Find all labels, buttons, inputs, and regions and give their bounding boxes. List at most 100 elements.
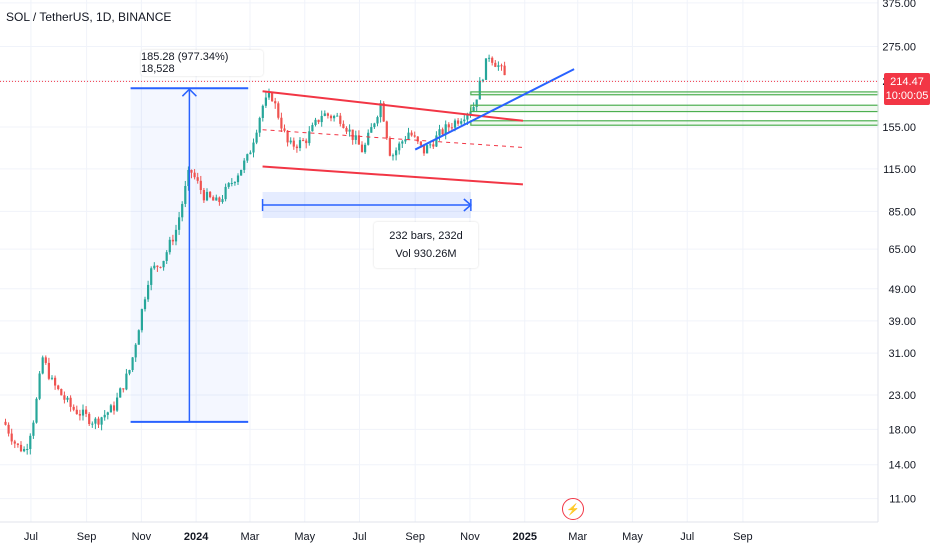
candle-body (131, 357, 134, 371)
symbol-title[interactable]: SOL / TetherUS, 1D, BINANCE (6, 10, 172, 24)
candle-body (267, 93, 271, 98)
time-tick-label: May (622, 531, 643, 543)
time-tick-label: Sep (77, 531, 97, 543)
candle-body (351, 129, 354, 140)
candle-body (94, 418, 97, 424)
candle-body (407, 132, 410, 140)
candle-body (88, 413, 91, 424)
candle-body (81, 409, 85, 416)
candle-body (75, 409, 78, 415)
candle-body (44, 357, 47, 363)
time-tick-label: Jul (352, 531, 366, 543)
last-price-badge: 214.47 10:00:05 (884, 73, 930, 105)
lightning-icon[interactable]: ⚡ (562, 498, 584, 520)
candle-body (100, 417, 103, 425)
candle-body (47, 362, 50, 379)
channel-mid-line (262, 129, 523, 148)
candle-body (243, 160, 246, 170)
candle-body (305, 140, 308, 144)
candle-body (171, 239, 174, 242)
price-tick-label: 49.00 (888, 284, 916, 296)
last-price-value: 214.47 (890, 76, 924, 88)
date-measure-volume: Vol 930.26M (395, 248, 457, 260)
candle-body (326, 113, 329, 116)
candle-body (13, 441, 16, 444)
candle-body (50, 377, 54, 379)
candle-body (26, 448, 29, 450)
candle-body (311, 125, 314, 132)
candle-body (165, 252, 168, 261)
candle-body (159, 266, 162, 268)
candle-body (181, 203, 184, 218)
candle-body (193, 172, 196, 178)
candle-body (494, 62, 497, 67)
candle-body (391, 155, 395, 157)
candle-body (460, 121, 463, 124)
candle-body (69, 397, 72, 407)
candle-body (457, 120, 460, 124)
time-tick-label: Nov (460, 531, 480, 543)
channel-upper-line (262, 90, 524, 122)
candle-body (125, 373, 128, 390)
countdown-timer: 10:00:05 (885, 90, 929, 102)
price-tick-label: 275.00 (882, 41, 916, 53)
candle-body (385, 121, 388, 139)
candle-body (187, 169, 190, 186)
candle-body (503, 65, 506, 76)
candle-body (475, 99, 478, 107)
candle-body (112, 405, 116, 411)
candle-body (137, 330, 140, 345)
candle-body (85, 409, 88, 414)
date-measure-arrowhead (463, 198, 473, 212)
candle-body (280, 117, 283, 129)
candle-body (264, 97, 267, 106)
price-tick-label: 23.00 (888, 390, 916, 402)
candle-body (298, 140, 302, 149)
candle-body (388, 138, 391, 156)
candle-body (497, 65, 500, 67)
drawings-layer[interactable] (0, 68, 879, 423)
candle-body (63, 395, 66, 400)
candle-body (78, 414, 81, 416)
price-tick-label: 39.00 (888, 316, 916, 328)
candle-body (221, 199, 224, 203)
support-zone (470, 120, 879, 126)
candle-body (199, 180, 202, 191)
candle-body (376, 117, 379, 124)
candlestick-series[interactable] (4, 54, 506, 455)
candle-body (153, 265, 156, 269)
candle-body (140, 309, 143, 331)
candle-body (174, 229, 178, 242)
candle-body (10, 433, 13, 442)
time-tick-label: Mar (568, 531, 587, 543)
candle-body (438, 129, 441, 136)
candle-body (435, 135, 438, 147)
candle-body (119, 388, 122, 398)
candle-body (7, 424, 10, 434)
candle-body (274, 101, 277, 104)
candle-body (134, 344, 137, 358)
candle-body (249, 152, 252, 155)
candle-body (320, 115, 323, 123)
candle-body (314, 119, 317, 126)
candle-body (292, 140, 295, 147)
candle-body (302, 140, 305, 142)
candle-body (450, 127, 453, 129)
candle-body (441, 129, 444, 135)
candle-body (178, 217, 181, 230)
candle-body (227, 183, 230, 187)
candle-body (336, 115, 339, 117)
candle-body (481, 79, 484, 81)
candle-body (35, 398, 38, 423)
candle-body (261, 105, 264, 118)
candle-body (271, 93, 274, 102)
candle-body (447, 124, 450, 128)
candle-body (162, 260, 165, 268)
candle-body (23, 449, 26, 452)
candle-body (97, 418, 100, 425)
candle-body (348, 129, 351, 132)
candle-body (404, 139, 407, 142)
candle-body (444, 124, 447, 135)
